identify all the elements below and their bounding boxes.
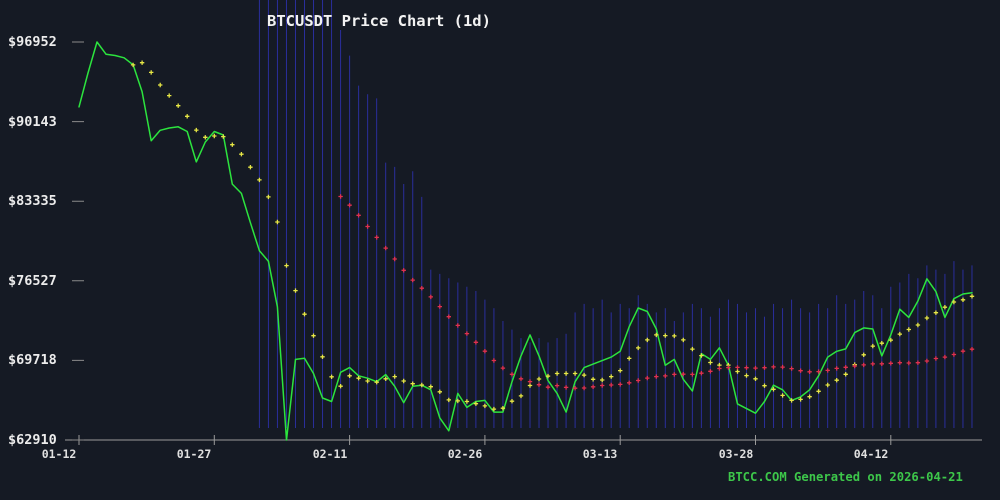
ma-fast-dots — [130, 60, 975, 412]
y-tick-label: $62910 — [8, 432, 57, 448]
x-tick-label: 02-11 — [312, 447, 348, 461]
x-tick-label: 01-12 — [41, 447, 77, 461]
page-title: BTCUSDT Price Chart (1d) — [267, 12, 491, 30]
x-tick-label: 01-27 — [176, 447, 212, 461]
axis-layer — [65, 41, 982, 445]
y-tick-label: $69718 — [8, 352, 57, 368]
x-tick-label: 04-12 — [853, 447, 889, 461]
y-tick-label: $96952 — [8, 34, 57, 50]
y-tick-label: $90143 — [8, 114, 57, 130]
y-axis-ticks — [72, 41, 84, 441]
x-axis — [65, 435, 982, 445]
x-tick-label: 03-13 — [582, 447, 618, 461]
price-line — [78, 41, 973, 441]
x-tick-label: 02-26 — [447, 447, 483, 461]
y-tick-label: $83335 — [8, 193, 57, 209]
x-tick-label: 03-28 — [718, 447, 754, 461]
y-tick-label: $76527 — [8, 273, 57, 289]
watermark-text: BTCC.COM Generated on 2026-04-21 — [728, 470, 963, 484]
ma-slow-dots — [338, 194, 975, 391]
volume-bars — [258, 0, 973, 428]
